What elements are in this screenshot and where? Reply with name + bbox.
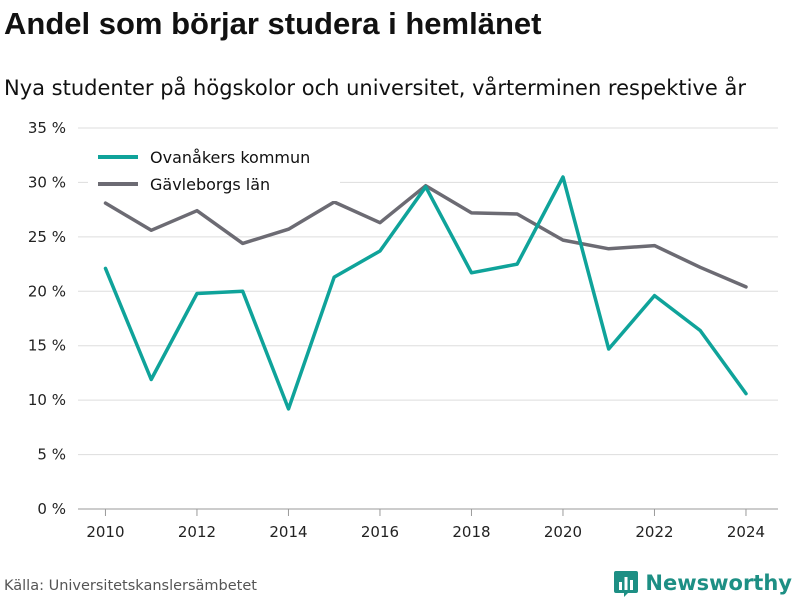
series-lines xyxy=(103,175,748,411)
brand-logo[interactable]: Newsworthy xyxy=(613,567,792,599)
legend: Ovanåkers kommun Gävleborgs län xyxy=(88,141,340,201)
source-note: Källa: Universitetskanslersämbetet xyxy=(4,578,257,594)
bar-chart-logo-icon xyxy=(614,571,639,597)
y-tick-label: 35 % xyxy=(28,119,66,137)
chart-title: Andel som börjar studera i hemlänet xyxy=(4,6,542,41)
y-tick-label: 0 % xyxy=(37,500,66,518)
x-tick-label: 2016 xyxy=(361,523,399,541)
legend-label-0: Ovanåkers kommun xyxy=(150,148,310,167)
x-tick-label: 2018 xyxy=(452,523,490,541)
brand-name: Newsworthy xyxy=(645,571,792,595)
x-tick-label: 2014 xyxy=(269,523,307,541)
y-tick-label: 15 % xyxy=(28,337,66,355)
x-tick-label: 2024 xyxy=(727,523,765,541)
gridlines xyxy=(78,127,778,510)
y-tick-label: 20 % xyxy=(28,282,66,300)
y-tick-label: 25 % xyxy=(28,228,66,246)
x-tick-label: 2020 xyxy=(544,523,582,541)
chart-subtitle: Nya studenter på högskolor och universit… xyxy=(4,76,746,100)
axes: 0 % 5 % 10 % 15 % 20 % 25 % 30 % 35 % 2010 2012 20… xyxy=(28,119,765,541)
series-line-0 xyxy=(103,175,748,411)
x-tick-label: 2010 xyxy=(86,523,124,541)
line-chart: 0 % 5 % 10 % 15 % 20 % 25 % 30 % 35 % 2010 2012 20… xyxy=(28,119,778,541)
legend-label-1: Gävleborgs län xyxy=(150,175,270,194)
x-tick-label: 2012 xyxy=(178,523,216,541)
x-tick-label: 2022 xyxy=(635,523,673,541)
y-tick-label: 30 % xyxy=(28,173,66,191)
y-tick-label: 5 % xyxy=(37,446,66,464)
legend-background xyxy=(88,141,340,201)
y-tick-label: 10 % xyxy=(28,391,66,409)
